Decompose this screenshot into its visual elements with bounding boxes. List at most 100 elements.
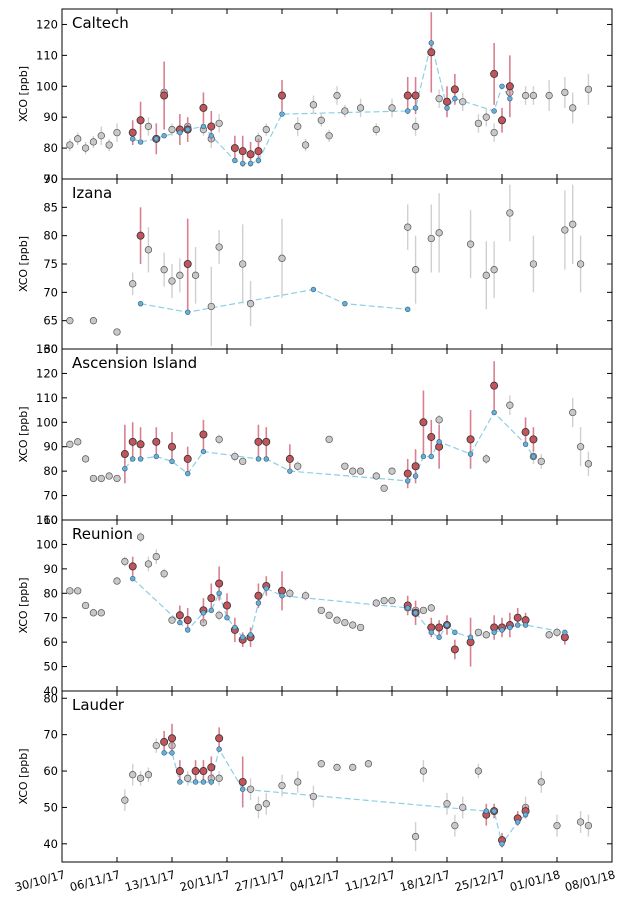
gray-point [66, 317, 74, 325]
blue-point [185, 470, 191, 477]
gray-point [506, 401, 514, 409]
y-tick-label: 70 [43, 611, 58, 625]
gray-point [411, 266, 420, 274]
gray-point [576, 818, 585, 826]
blue-point [279, 593, 285, 599]
red-point [254, 147, 263, 156]
blue-point [491, 629, 497, 636]
gray-point [404, 223, 412, 231]
gray-point [569, 220, 577, 228]
gray-point [152, 552, 160, 561]
blue-point [169, 458, 175, 465]
red-point [403, 91, 412, 100]
red-point [277, 91, 286, 100]
blue-point [247, 632, 254, 638]
blue-point [279, 111, 285, 117]
red-point [160, 91, 169, 100]
blue-point [522, 622, 529, 628]
blue-point [522, 812, 529, 818]
panel-title: Izana [72, 184, 112, 202]
y-tick-label: 120 [36, 17, 58, 31]
gray-point [569, 104, 577, 112]
gray-point [121, 796, 129, 804]
gray-point [144, 560, 153, 568]
red-point [466, 435, 475, 444]
y-axis-label: XCO [ppb] [17, 748, 30, 804]
gray-point [168, 616, 176, 624]
x-tick-label-8: 25/12/17 [453, 867, 507, 894]
panels-group: 70 80 90 100 110 120 XCO [ppb] Caltech 60 65 70 75 8… [17, 8, 613, 863]
blue-point [444, 622, 450, 628]
gray-point [333, 616, 341, 624]
gray-point [584, 460, 593, 468]
red-point [136, 116, 145, 125]
blue-point [444, 105, 450, 111]
red-point [128, 128, 137, 137]
gray-point [529, 260, 538, 268]
red-point [411, 91, 420, 100]
gray-point [356, 104, 365, 112]
y-tick-label: 80 [43, 464, 58, 478]
gray-point [215, 611, 223, 619]
gray-point [388, 104, 396, 112]
x-tick-label-2: 13/11/17 [123, 867, 177, 894]
gray-point [66, 587, 74, 595]
gray-point [333, 91, 341, 100]
blue-point [515, 819, 521, 825]
red-point [207, 122, 216, 131]
gray-point [129, 280, 137, 288]
y-axis-label: XCO [ppb] [17, 577, 30, 633]
blue-point [177, 129, 183, 136]
model-dashed-line [140, 288, 408, 313]
gray-point [129, 771, 137, 779]
blue-point [224, 615, 230, 621]
red-point [128, 562, 137, 571]
red-point [419, 418, 428, 427]
gray-point [286, 589, 294, 597]
blue-point [507, 95, 513, 102]
blue-point [247, 160, 254, 167]
blue-point [530, 453, 537, 460]
gray-point [380, 484, 388, 492]
y-tick-label: 90 [43, 440, 58, 454]
gray-point [215, 243, 223, 251]
blue-point [405, 108, 411, 114]
y-tick-label: 100 [36, 537, 58, 551]
gray-point [576, 260, 585, 268]
blue-point [263, 456, 269, 462]
red-point [199, 103, 208, 112]
y-tick-label: 90 [43, 172, 58, 186]
blue-point [137, 139, 144, 145]
gray-point [419, 767, 428, 775]
red-point [167, 734, 176, 743]
gray-point [152, 741, 160, 750]
gray-point [89, 317, 98, 325]
red-point [152, 437, 161, 446]
gray-point [529, 91, 538, 100]
blue-point [452, 629, 458, 636]
red-point [199, 430, 208, 439]
gray-point [325, 132, 333, 140]
gray-point [341, 107, 349, 115]
y-tick-label: 75 [43, 257, 58, 271]
blue-point [562, 629, 568, 636]
gray-point [356, 467, 365, 475]
red-point [513, 613, 522, 622]
x-axis: 30/10/17 06/11/17 13/11/17 20/11/17 27/1… [13, 867, 617, 894]
gray-point [435, 416, 443, 424]
red-point [450, 85, 459, 94]
gray-point [325, 435, 333, 444]
gray-point [466, 240, 475, 248]
blue-point [185, 126, 191, 133]
blue-point [130, 575, 136, 582]
y-tick-label: 100 [36, 79, 58, 93]
y-tick-label: 110 [36, 48, 58, 62]
blue-point [185, 627, 191, 633]
blue-point [420, 453, 427, 460]
gray-point [474, 119, 483, 128]
gray-point [459, 98, 467, 106]
gray-point [537, 457, 545, 466]
blue-point [405, 605, 411, 611]
gray-point [231, 452, 239, 461]
blue-point [137, 300, 144, 307]
